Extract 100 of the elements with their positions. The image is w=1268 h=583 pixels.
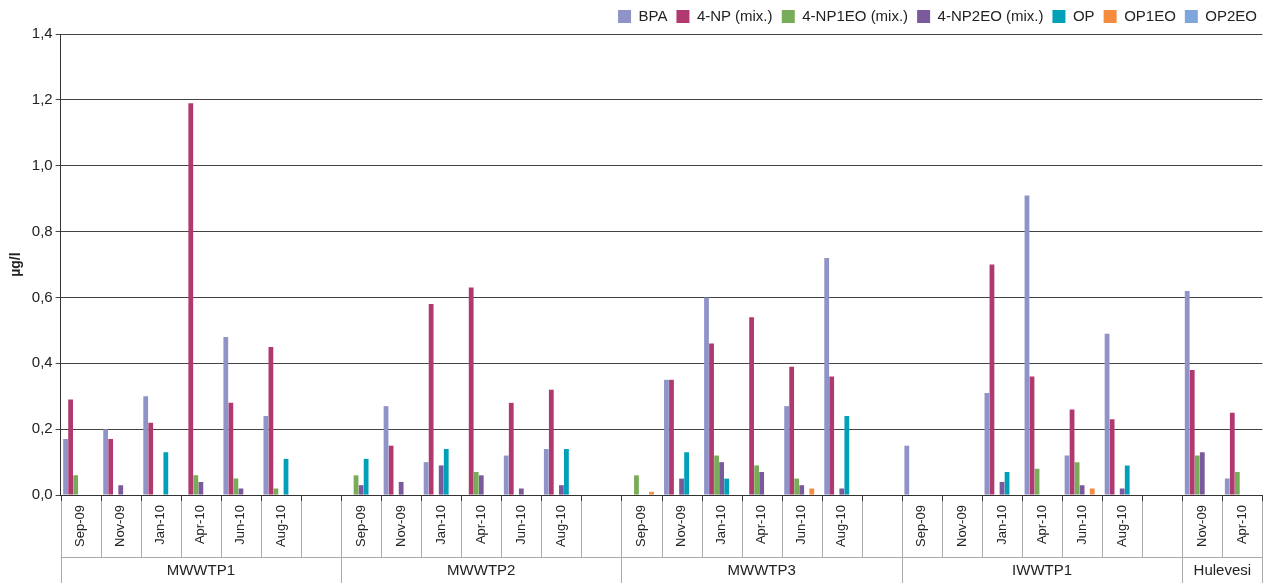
x-tick-label: Jun-10 [232,505,248,545]
bar [664,379,669,495]
bar [398,481,404,495]
text: Hulevesi [1193,561,1252,579]
bar [108,439,114,495]
x-tick-label: Apr-10 [1033,505,1049,545]
bar [508,402,514,495]
bar [73,475,79,495]
bar [1124,465,1130,495]
bar [844,416,850,495]
x-tick-label: Nov-09 [953,505,969,547]
y-tick-label: 0,8 [31,221,53,239]
x-tick-label: Aug-10 [552,505,568,547]
bar [564,448,569,495]
bar [1184,290,1190,495]
bar [238,488,244,495]
bar [478,475,484,495]
bar [558,485,564,495]
bar [839,488,845,495]
bar [228,402,234,495]
text: MWWTP1 [166,561,236,579]
bar [543,448,549,495]
bar [809,488,815,495]
x-tick-label: Nov-09 [1193,505,1209,547]
bar [223,337,229,495]
bar [263,416,269,495]
bar [468,287,474,495]
bar [724,478,730,495]
legend-label: OP1EO [1124,6,1176,24]
bar [1194,455,1200,495]
bar [363,458,369,495]
x-tick-label: Aug-10 [1113,505,1129,547]
bar [233,478,239,495]
bar [503,455,509,495]
x-tick-label: Nov-09 [112,505,128,547]
bar [148,422,154,495]
bar [904,445,910,495]
x-tick-label: Sep-09 [913,505,929,547]
y-axis-title: µg/l [7,252,24,277]
bar [754,465,760,495]
bar [548,389,554,495]
bar [714,455,719,495]
text: MWWTP2 [447,561,516,579]
y-tick-label: 1,2 [31,90,53,108]
text: IWWTP1 [1012,561,1073,579]
bar [473,472,479,495]
bar [1229,412,1235,495]
bar [1089,488,1095,495]
bar [1189,369,1195,495]
bar [1109,419,1115,495]
x-tick-label: Jan-10 [713,505,729,545]
legend-label: 4-NP (mix.) [696,6,773,24]
legend-label: OP2EO [1205,6,1257,24]
bar [1119,488,1125,495]
x-tick-label: Jun-10 [793,505,809,545]
y-tick-label: 0,2 [31,419,53,437]
bar [634,475,639,495]
legend-label: OP [1072,6,1095,24]
bar [1224,478,1230,495]
x-tick-label: Apr-10 [192,505,208,545]
bar [829,376,835,495]
bar [118,485,124,495]
x-tick-label: Jun-10 [512,505,528,545]
y-tick-label: 0,4 [31,353,53,371]
x-tick-label: Jun-10 [1073,505,1089,545]
bar [68,399,73,495]
bar [759,472,765,495]
x-tick-label: Sep-09 [352,505,368,547]
y-tick-label: 1,4 [31,24,53,42]
bar [704,297,709,495]
bar [749,317,754,495]
x-tick-label: Jan-10 [993,505,1009,545]
bar [198,481,204,495]
bar [649,491,654,495]
bar [63,439,68,495]
x-tick-label: Jan-10 [432,505,448,545]
bar [679,478,684,495]
bar [669,379,674,495]
x-tick-label: Aug-10 [833,505,849,547]
bar [784,406,790,495]
bar [799,485,805,495]
bar [1234,472,1240,495]
bar [789,366,795,495]
bar [1199,452,1205,495]
bar [103,429,109,495]
bar [824,257,830,495]
legend-label: BPA [638,6,668,24]
x-tick-label: Nov-09 [392,505,408,547]
bar [709,343,714,495]
bar [428,304,434,495]
legend-label: 4-NP2EO (mix.) [937,6,1044,24]
text: MWWTP3 [727,561,796,579]
x-tick-label: Apr-10 [1233,505,1249,545]
x-tick-label: Nov-09 [673,505,689,547]
x-tick-label: Sep-09 [72,505,88,547]
bar [719,462,724,495]
bar [188,103,194,495]
bar [794,478,800,495]
bar [684,452,689,495]
y-tick-label: 0,6 [31,287,53,305]
